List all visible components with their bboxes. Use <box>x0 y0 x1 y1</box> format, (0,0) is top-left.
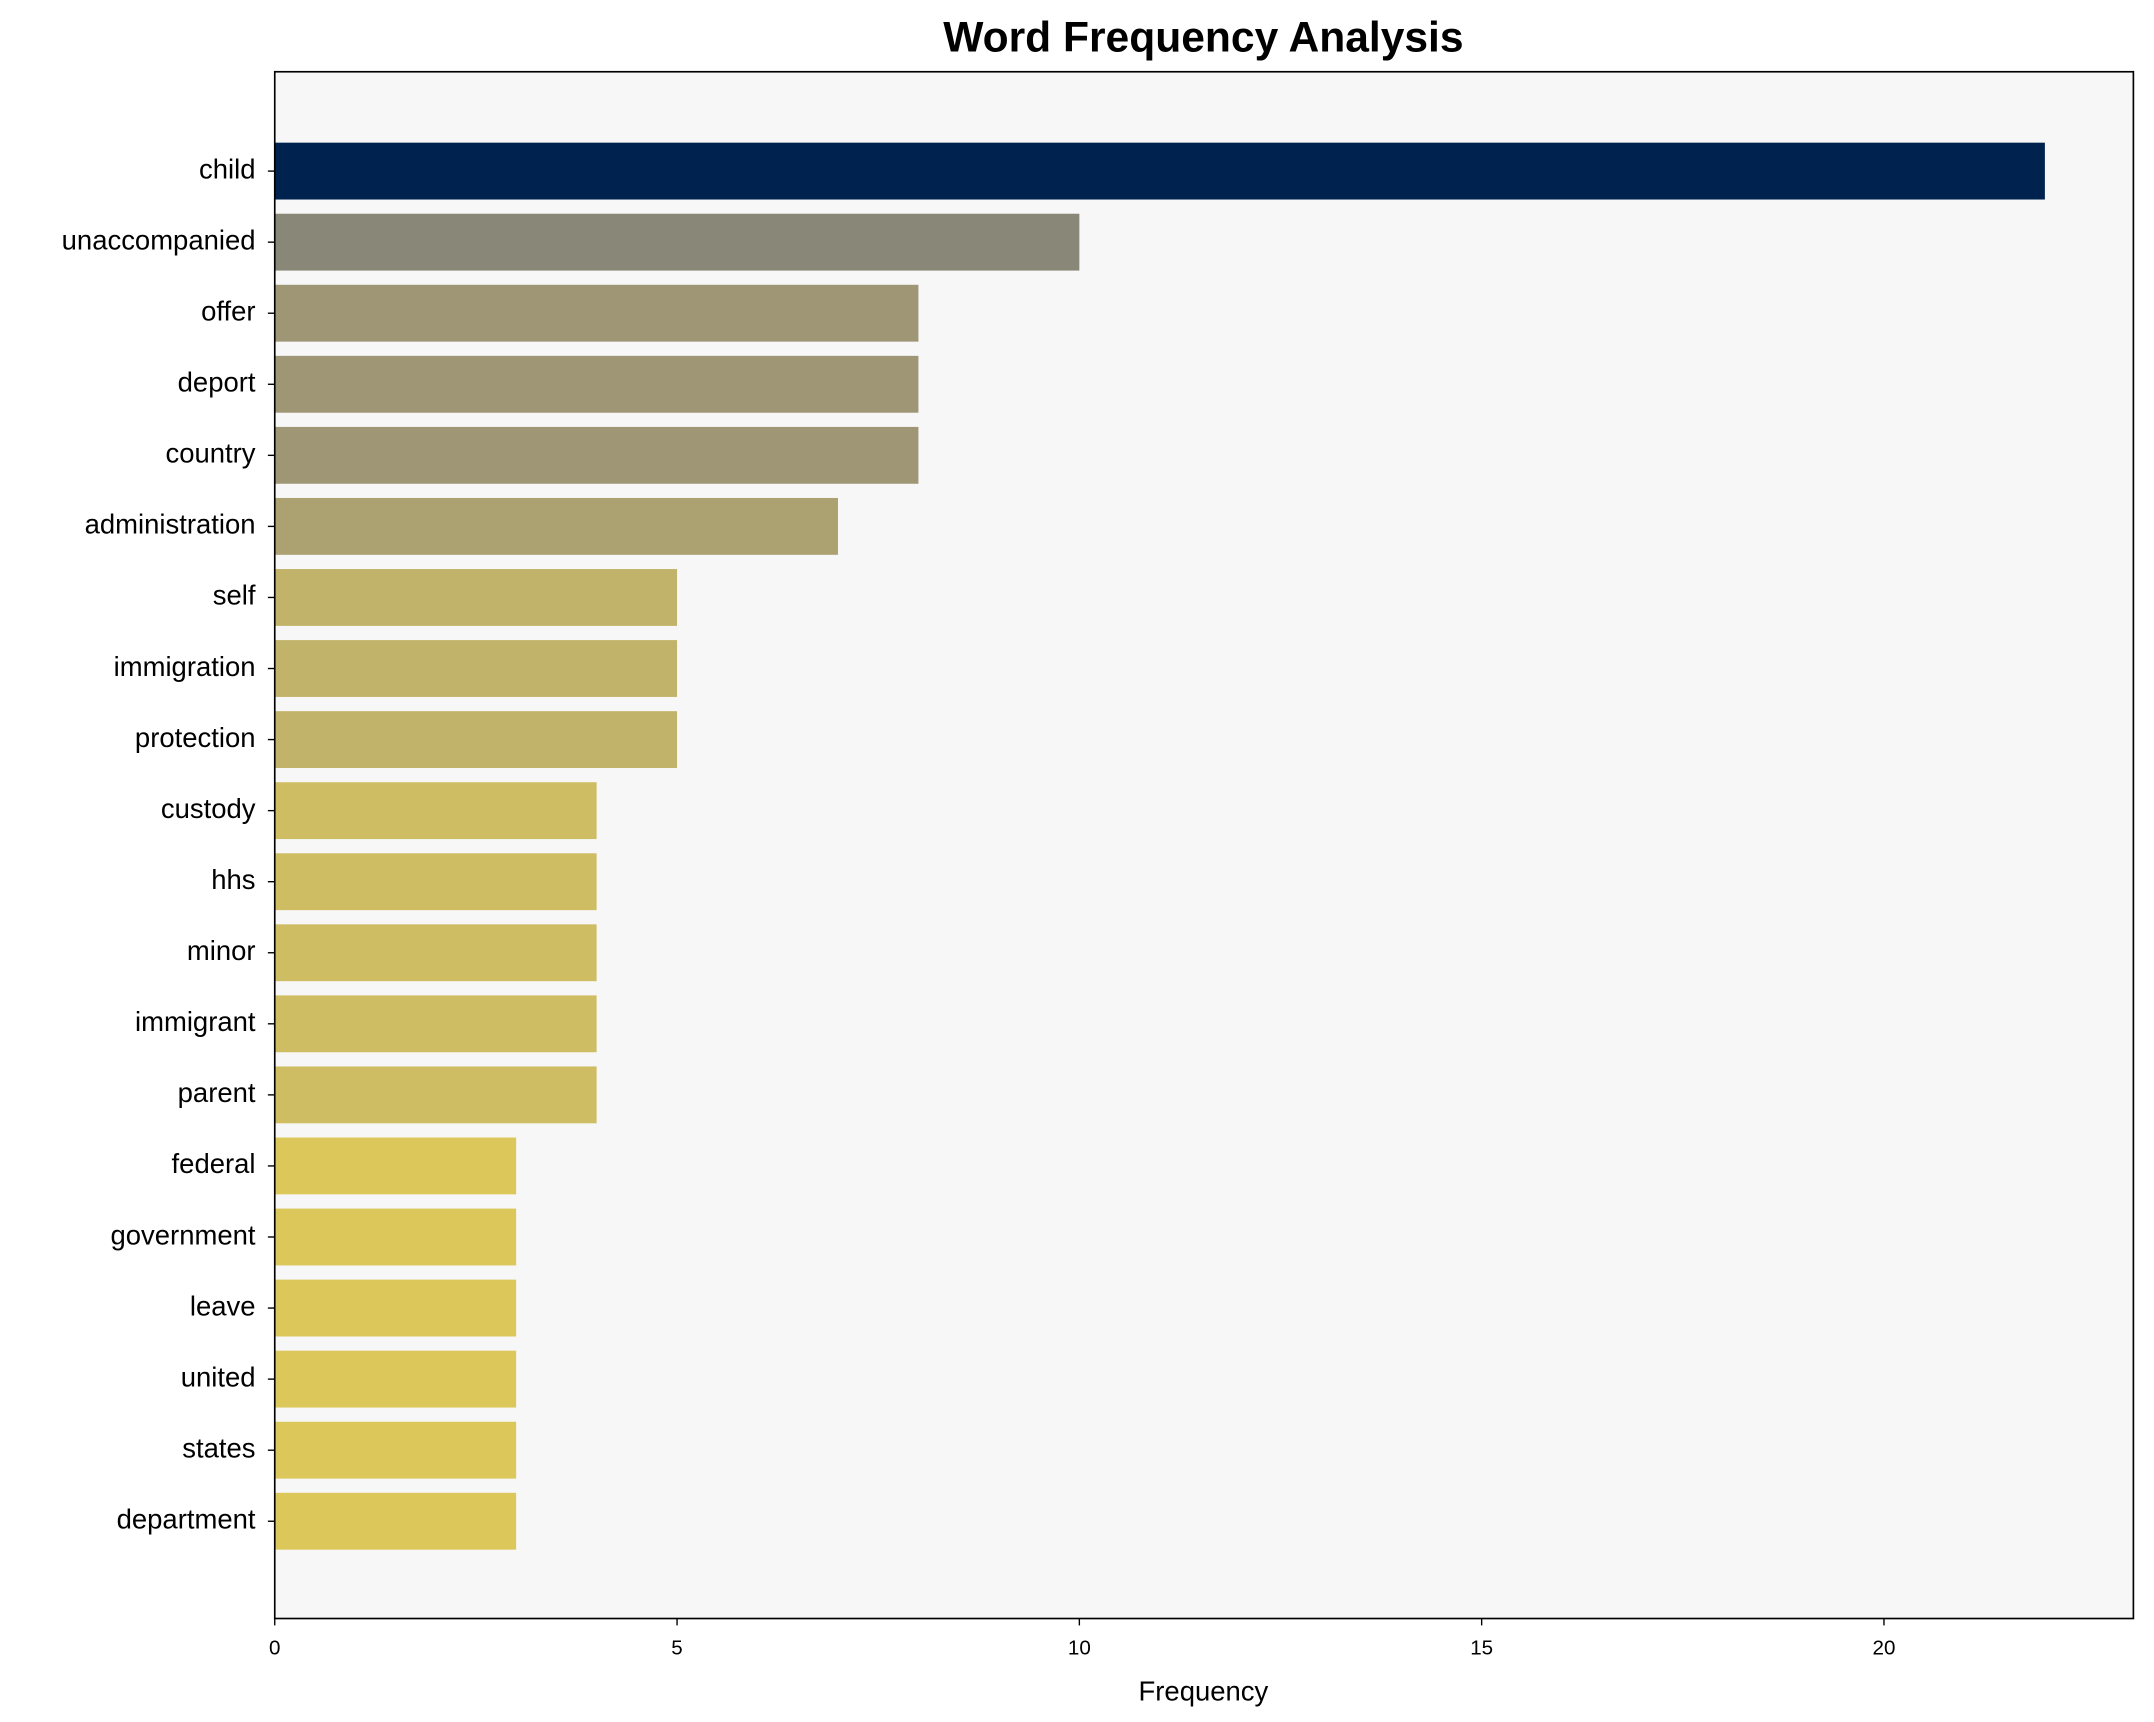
bar <box>274 497 838 555</box>
bar <box>274 711 678 769</box>
x-tick-label: 10 <box>1068 1636 1091 1659</box>
y-tick-label: immigration <box>114 651 256 682</box>
y-tick-label: government <box>111 1219 256 1250</box>
y-tick-label: custody <box>161 793 256 824</box>
y-tick-label: self <box>213 580 256 611</box>
bar <box>274 1279 517 1337</box>
plot-frame <box>273 70 2135 1620</box>
y-tick-label: deport <box>178 367 256 398</box>
bar <box>274 1350 517 1408</box>
y-tick-label: immigrant <box>135 1006 256 1037</box>
bar <box>274 1492 517 1550</box>
chart-title: Word Frequency Analysis <box>943 13 1463 61</box>
bar <box>274 1066 597 1124</box>
x-tick-label: 0 <box>269 1636 280 1659</box>
y-tick-label: child <box>199 153 255 184</box>
bar <box>274 853 597 911</box>
y-tick-label: country <box>165 438 255 469</box>
y-tick-label: federal <box>172 1148 256 1179</box>
bar <box>274 640 678 697</box>
bar <box>274 1421 517 1479</box>
bar <box>274 569 678 626</box>
y-tick-label: united <box>181 1361 256 1392</box>
y-tick-label: leave <box>190 1290 256 1321</box>
bar <box>274 213 1080 271</box>
bar <box>274 782 597 840</box>
y-tick-label: department <box>117 1503 256 1534</box>
y-tick-label: parent <box>178 1077 256 1108</box>
y-tick-label: hhs <box>211 864 255 895</box>
y-tick-label: unaccompanied <box>62 224 256 255</box>
x-tick-label: 20 <box>1873 1636 1896 1659</box>
bar <box>274 355 919 413</box>
y-tick-label: offer <box>201 295 255 326</box>
bar <box>274 1208 517 1266</box>
x-tick-label: 15 <box>1470 1636 1493 1659</box>
bar <box>274 995 597 1053</box>
x-axis-label: Frequency <box>1139 1675 1269 1706</box>
y-tick-label: minor <box>187 935 256 966</box>
bar <box>274 924 597 982</box>
y-tick-label: protection <box>135 722 256 753</box>
y-tick-label: administration <box>85 509 256 540</box>
bar <box>274 426 919 484</box>
bar <box>274 1137 517 1195</box>
bar <box>274 284 919 342</box>
y-tick-label: states <box>182 1432 255 1463</box>
x-tick-label: 5 <box>671 1636 682 1659</box>
bar <box>274 142 2045 200</box>
